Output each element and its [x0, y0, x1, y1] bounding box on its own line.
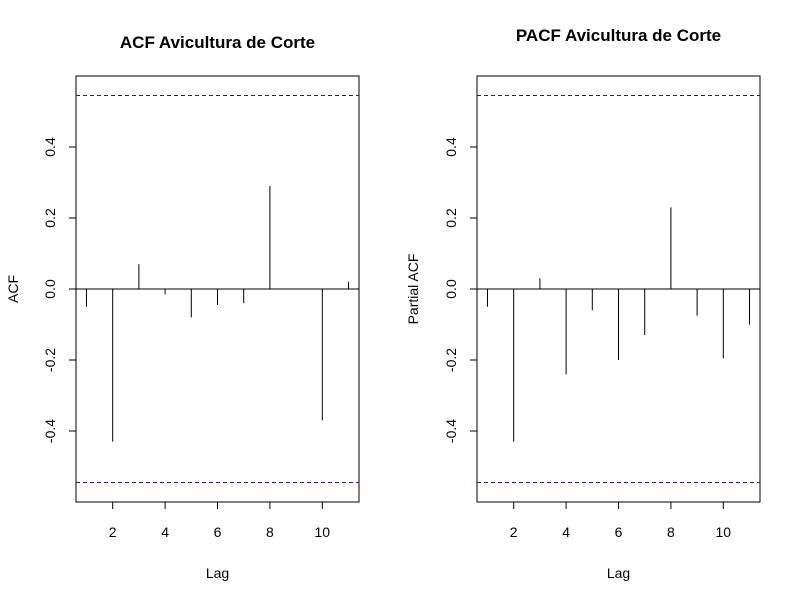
acf-y-tick-label: 0.4 — [42, 137, 58, 157]
acf-x-tick-label: 4 — [161, 524, 169, 540]
pacf-x-tick-label: 10 — [716, 524, 732, 540]
acf-x-tick-label: 6 — [214, 524, 222, 540]
acf-x-axis-label: Lag — [206, 565, 229, 581]
pacf-y-axis-label: Partial ACF — [405, 254, 421, 325]
pacf-y-tick-label: -0.2 — [443, 348, 459, 372]
acf-panel: ACF Avicultura de Corte 2 4 6 8 10 -0.4 -0.2 0.0… — [5, 33, 360, 581]
acf-y-tick-label: 0.0 — [42, 279, 58, 299]
pacf-x-tick-label: 8 — [667, 524, 675, 540]
pacf-x-tick-label: 6 — [615, 524, 623, 540]
acf-y-tick-label: 0.2 — [42, 208, 58, 228]
pacf-y-tick-label: 0.4 — [443, 137, 459, 157]
acf-x-tick-label: 2 — [109, 524, 117, 540]
acf-y-axis-label: ACF — [5, 275, 21, 303]
pacf-x-tick-label: 2 — [510, 524, 518, 540]
pacf-x-axis-label: Lag — [607, 565, 630, 581]
acf-x-tick-label: 8 — [266, 524, 274, 540]
pacf-y-tick-label: 0.2 — [443, 208, 459, 228]
pacf-panel: PACF Avicultura de Corte 2 4 6 8 10 -0.4 -0.2 0.… — [405, 26, 761, 581]
acf-x-tick-label: 10 — [315, 524, 331, 540]
acf-title: ACF Avicultura de Corte — [120, 33, 315, 52]
acf-y-tick-label: -0.2 — [42, 348, 58, 372]
pacf-title: PACF Avicultura de Corte — [516, 26, 721, 45]
pacf-x-tick-label: 4 — [562, 524, 570, 540]
pacf-y-tick-label: -0.4 — [443, 419, 459, 443]
pacf-y-tick-label: 0.0 — [443, 279, 459, 299]
acf-y-tick-label: -0.4 — [42, 419, 58, 443]
